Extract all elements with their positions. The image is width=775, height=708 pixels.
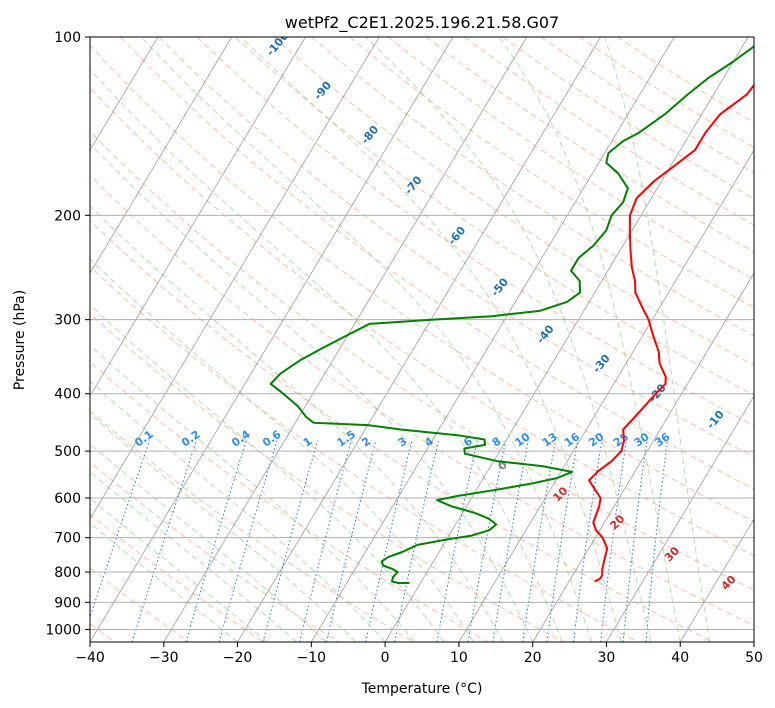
dry-adiabat xyxy=(234,37,754,396)
moist-adiabat xyxy=(90,471,297,642)
mixing-ratio-line xyxy=(600,440,627,642)
dry-adiabat xyxy=(90,219,713,642)
isotherm-line xyxy=(90,37,454,642)
plot-frame xyxy=(89,36,755,643)
moist-adiabat xyxy=(90,142,534,642)
dry-adiabat xyxy=(311,37,754,337)
x-tick-label: −20 xyxy=(223,650,253,666)
isotherm-line xyxy=(606,395,754,642)
dry-adiabat xyxy=(90,265,639,642)
mixing-ratio-line xyxy=(622,440,648,642)
mixing-ratio-line xyxy=(365,440,413,642)
moist-adiabat xyxy=(90,205,504,642)
moist-adiabat xyxy=(90,443,327,642)
mixing-ratio-line xyxy=(325,440,377,642)
dewpoint-profile xyxy=(269,45,754,584)
x-axis: −40 −30 −20 −10 0 10 20 30 40 50 xyxy=(75,642,763,666)
mixing-ratio-lines xyxy=(90,440,668,642)
y-tick-label: 800 xyxy=(54,565,81,581)
isotherm-line xyxy=(679,518,754,642)
isotherm-line xyxy=(90,37,233,274)
dry-adiabat xyxy=(90,174,754,627)
y-axis: 100 200 300 400 500 600 700 800 900 1000 xyxy=(45,30,90,638)
isotherm-line xyxy=(532,272,754,642)
temperature-profile xyxy=(588,83,754,583)
moist-adiabat xyxy=(90,258,475,642)
x-tick-label: 40 xyxy=(671,650,689,666)
x-tick-label: 10 xyxy=(450,650,468,666)
y-tick-label: 400 xyxy=(54,387,81,403)
dry-adiabat xyxy=(196,37,754,427)
moist-adiabat xyxy=(365,37,652,642)
x-tick-label: −10 xyxy=(297,650,327,666)
dry-adiabat xyxy=(90,312,564,642)
moist-adiabat xyxy=(90,413,356,642)
x-tick-label: 20 xyxy=(524,650,542,666)
mixing-ratio-line xyxy=(546,440,579,642)
isotherm-line xyxy=(163,37,528,642)
chart-title: wetPf2_C2E1.2025.196.21.58.G07 xyxy=(285,13,559,33)
moist-adiabat xyxy=(140,37,593,642)
mixing-ratio-line xyxy=(522,440,557,642)
isotherm-lines xyxy=(90,37,754,642)
x-axis-title: Temperature (°C) xyxy=(361,681,483,697)
moist-adiabat xyxy=(498,37,681,642)
y-tick-label: 1000 xyxy=(45,622,81,638)
y-tick-label: 100 xyxy=(54,30,81,46)
isotherm-line xyxy=(90,37,380,520)
dry-adiabat xyxy=(90,513,265,642)
mixing-ratio-line xyxy=(467,440,507,642)
y-tick-label: 600 xyxy=(54,491,81,507)
y-tick-label: 300 xyxy=(54,313,81,329)
isotherm-line xyxy=(90,37,159,151)
moist-adiabat xyxy=(90,304,445,642)
dry-adiabat xyxy=(90,567,190,642)
isotherm-line xyxy=(310,37,675,642)
x-tick-label: −30 xyxy=(149,650,179,666)
mixing-ratio-line xyxy=(299,440,352,642)
mixing-ratio-line xyxy=(645,440,668,642)
x-tick-label: 0 xyxy=(381,650,390,666)
dry-adiabat xyxy=(273,37,754,366)
moist-adiabat xyxy=(90,380,386,642)
plot-area: 0.1 0.2 0.4 0.6 1 1.5 2 3 4 6 8 10 13 16 20 25 30 36-100-… xyxy=(90,37,754,642)
dry-adiabat xyxy=(349,37,754,308)
x-tick-label: 30 xyxy=(598,650,616,666)
isotherm-line xyxy=(237,37,601,642)
isotherm-line xyxy=(90,37,306,397)
mixing-ratio-line xyxy=(436,440,478,642)
dry-adiabat xyxy=(90,461,339,642)
sounding-profiles xyxy=(269,45,754,584)
isotherm-line xyxy=(458,149,754,642)
mixing-ratio-line xyxy=(218,440,278,642)
mixing-ratio-line xyxy=(131,440,197,642)
moist-adiabat xyxy=(240,37,622,642)
mixing-ratio-line xyxy=(492,440,529,642)
dry-adiabat xyxy=(90,361,489,642)
y-tick-label: 900 xyxy=(54,595,81,611)
y-tick-label: 700 xyxy=(54,531,81,547)
moist-adiabat-lines xyxy=(90,37,711,642)
moist-adiabat xyxy=(90,68,563,642)
y-tick-label: 200 xyxy=(54,208,81,224)
isotherm-line xyxy=(384,37,749,642)
x-tick-label: −40 xyxy=(75,650,105,666)
dry-adiabat xyxy=(158,37,754,458)
mixing-ratio-line xyxy=(262,440,318,642)
y-axis-title: Pressure (hPa) xyxy=(12,290,28,390)
y-tick-label: 500 xyxy=(54,444,81,460)
dry-adiabat xyxy=(90,130,754,591)
mixing-ratio-line xyxy=(185,440,247,642)
x-tick-label: 50 xyxy=(745,650,763,666)
